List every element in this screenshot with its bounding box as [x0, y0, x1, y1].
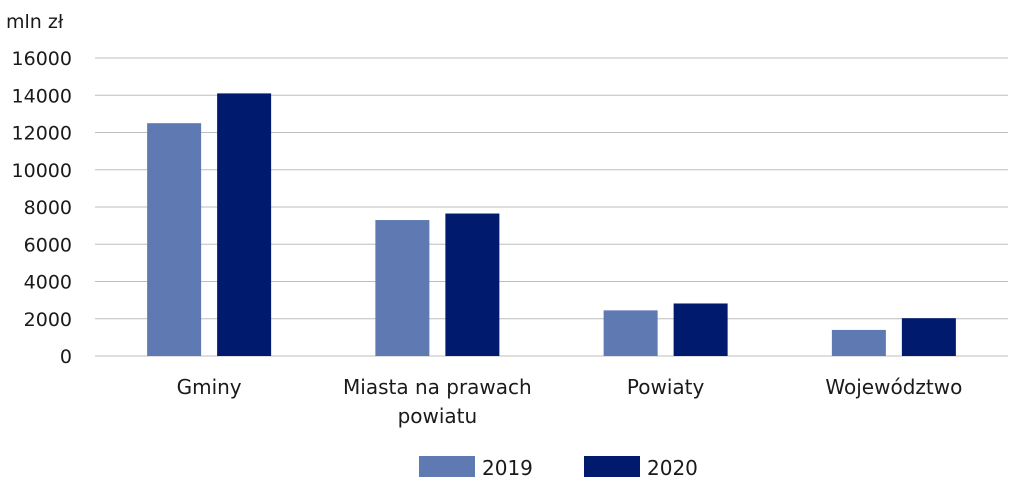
- legend-swatch-2020: [584, 456, 640, 477]
- bar-2019-2: [603, 310, 658, 356]
- bar-2020-3: [901, 318, 956, 356]
- y-tick-label: 6000: [24, 234, 72, 256]
- bar-2019-1: [375, 220, 430, 356]
- y-tick-label: 10000: [12, 160, 72, 182]
- x-category-label: Miasta na prawach: [343, 375, 532, 399]
- bar-2020-1: [445, 213, 500, 356]
- legend-label: 2019: [482, 456, 533, 477]
- bar-2020-2: [673, 303, 728, 356]
- x-category-label: powiatu: [398, 404, 478, 428]
- x-category-label: Gminy: [177, 375, 242, 399]
- y-tick-label: 0: [60, 346, 72, 368]
- y-tick-label: 2000: [24, 309, 72, 331]
- y-tick-label: 4000: [24, 272, 72, 294]
- bar-2020-0: [217, 93, 272, 356]
- legend: 2019 2020: [419, 456, 698, 480]
- x-category-label: Powiaty: [627, 375, 705, 399]
- y-axis-ticks: 0 2000 4000 6000 8000 10000 12000 14000 16000: [12, 48, 72, 368]
- bars: [147, 93, 956, 356]
- bar-2019-0: [147, 123, 202, 356]
- legend-swatch-2019: [419, 456, 475, 477]
- y-tick-label: 16000: [12, 48, 72, 70]
- legend-label: 2020: [647, 456, 698, 477]
- y-tick-label: 14000: [12, 85, 72, 107]
- y-tick-label: 12000: [12, 123, 72, 145]
- y-tick-label: 8000: [24, 197, 72, 219]
- x-axis-categories: Gminy Miasta na prawach powiatu Powiaty Woje…: [177, 375, 963, 428]
- x-category-label: Województwo: [825, 375, 962, 399]
- bar-2019-3: [831, 329, 886, 356]
- y-axis-unit-label: mln zł: [6, 11, 64, 33]
